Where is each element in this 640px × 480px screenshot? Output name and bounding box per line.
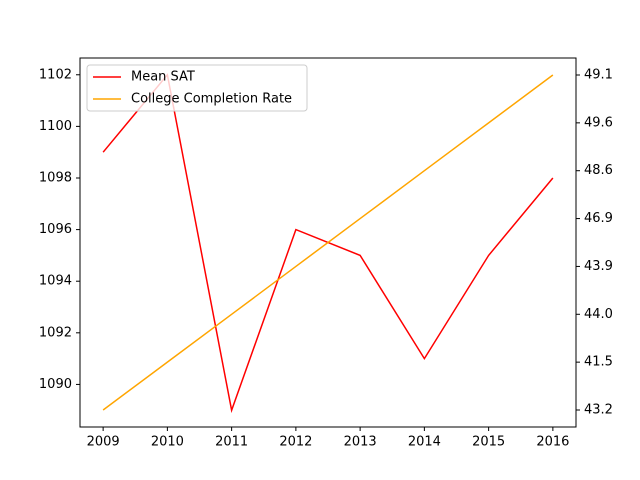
y2-tick-label: 48.6 [584,163,613,178]
x-tick-label: 2014 [408,435,441,450]
y2-tick-label: 43.9 [584,259,613,274]
legend-label: College Completion Rate [131,92,292,107]
y2-tick-label: 49.6 [584,115,613,130]
legend-box [86,64,308,112]
series-line [102,74,554,411]
x-tick-label: 2013 [344,435,377,450]
y2-tick-label: 49.1 [584,67,613,82]
y2-tick-label: 43.2 [584,403,613,418]
x-tick-label: 2010 [151,435,184,450]
x-tick-label: 2015 [472,435,505,450]
y-tick-label: 1102 [39,67,72,82]
y2-tick-label: 46.9 [584,211,613,226]
x-tick-label: 2012 [279,435,312,450]
y-tick-label: 1094 [39,274,72,289]
y-tick-label: 1100 [39,119,72,134]
plot-frame [79,57,577,428]
x-tick-label: 2011 [215,435,248,450]
x-tick-label: 2009 [87,435,120,450]
y-tick-label: 1098 [39,170,72,185]
x-tick-label: 2016 [536,435,569,450]
legend-label: Mean SAT [131,70,195,85]
y-tick-label: 1090 [39,377,72,392]
y-tick-label: 1096 [39,222,72,237]
y2-tick-label: 41.5 [584,355,613,370]
y2-tick-label: 44.0 [584,307,613,322]
y-tick-label: 1092 [39,325,72,340]
